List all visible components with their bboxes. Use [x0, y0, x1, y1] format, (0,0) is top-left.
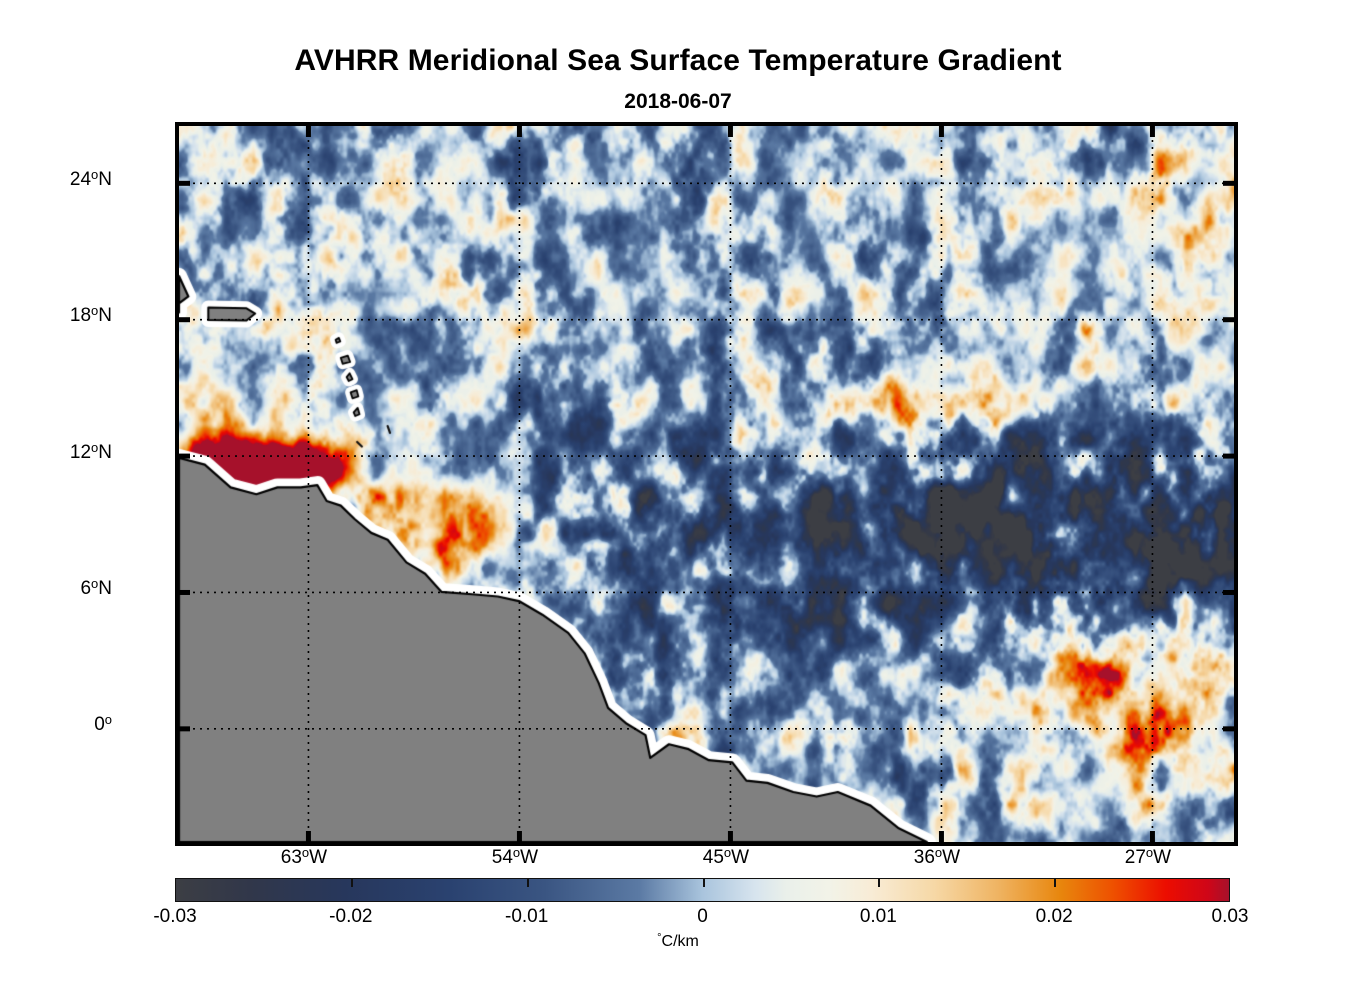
figure-subtitle-date: 2018-06-07 [624, 90, 732, 113]
xtick-label: 45oW [702, 845, 750, 868]
colorbar-tick-label: 0.01 [859, 906, 897, 927]
colorbar-tick [702, 878, 705, 887]
ytick-label: 18oN [69, 303, 112, 327]
colorbar-tick [1054, 878, 1057, 887]
colorbar-tick [878, 878, 881, 887]
colorbar-tick-label: 0.03 [1211, 906, 1249, 927]
colorbar-tick [350, 878, 353, 887]
ytick-label: 0o [94, 712, 112, 736]
sst-gradient-heatmap [179, 126, 1234, 842]
ytick-label: 6oN [80, 576, 112, 599]
colorbar-tick-label: 0.02 [1035, 906, 1073, 927]
map-plot-area [175, 122, 1238, 846]
colorbar-tick-label: -0.03 [153, 906, 197, 927]
colorbar-tick-label: 0 [697, 906, 708, 927]
ytick-label: 24oN [69, 166, 112, 190]
colorbar-tick [526, 878, 529, 887]
xtick-label: 27oW [1124, 845, 1172, 868]
colorbar-tick-label: -0.02 [329, 906, 373, 927]
page-title: AVHRR Meridional Sea Surface Temperature… [294, 44, 1062, 77]
xtick-label: 54oW [491, 845, 539, 868]
colorbar [175, 878, 1230, 902]
colorbar-tick-label: -0.01 [505, 906, 549, 927]
colorbar-unit-label: °C/km [657, 932, 699, 950]
xtick-label: 63oW [280, 845, 328, 868]
xtick-label: 36oW [913, 845, 961, 868]
ytick-label: 12oN [69, 439, 112, 463]
